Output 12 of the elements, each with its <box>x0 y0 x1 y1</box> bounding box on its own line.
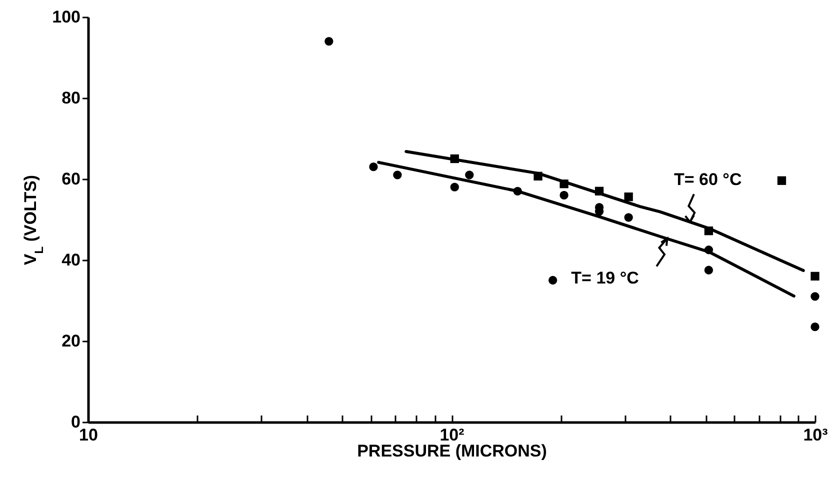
annotation: T= 60 °C <box>674 170 742 189</box>
y-tick-label: 60 <box>62 170 80 188</box>
x-tick-label: 10² <box>440 426 465 444</box>
x-tick-label: 10 <box>79 426 98 444</box>
y-tick-label: 100 <box>52 8 80 26</box>
annotation: T= 19 °C <box>571 268 639 288</box>
x-tick-label: 10³ <box>803 426 828 444</box>
x-axis-title: PRESSURE (MICRONS) <box>357 442 547 460</box>
y-tick-label: 40 <box>62 250 80 270</box>
y-tick-label: 80 <box>62 88 80 108</box>
y-tick-label: 20 <box>62 332 80 350</box>
y-tick-label: 0 <box>71 412 80 432</box>
